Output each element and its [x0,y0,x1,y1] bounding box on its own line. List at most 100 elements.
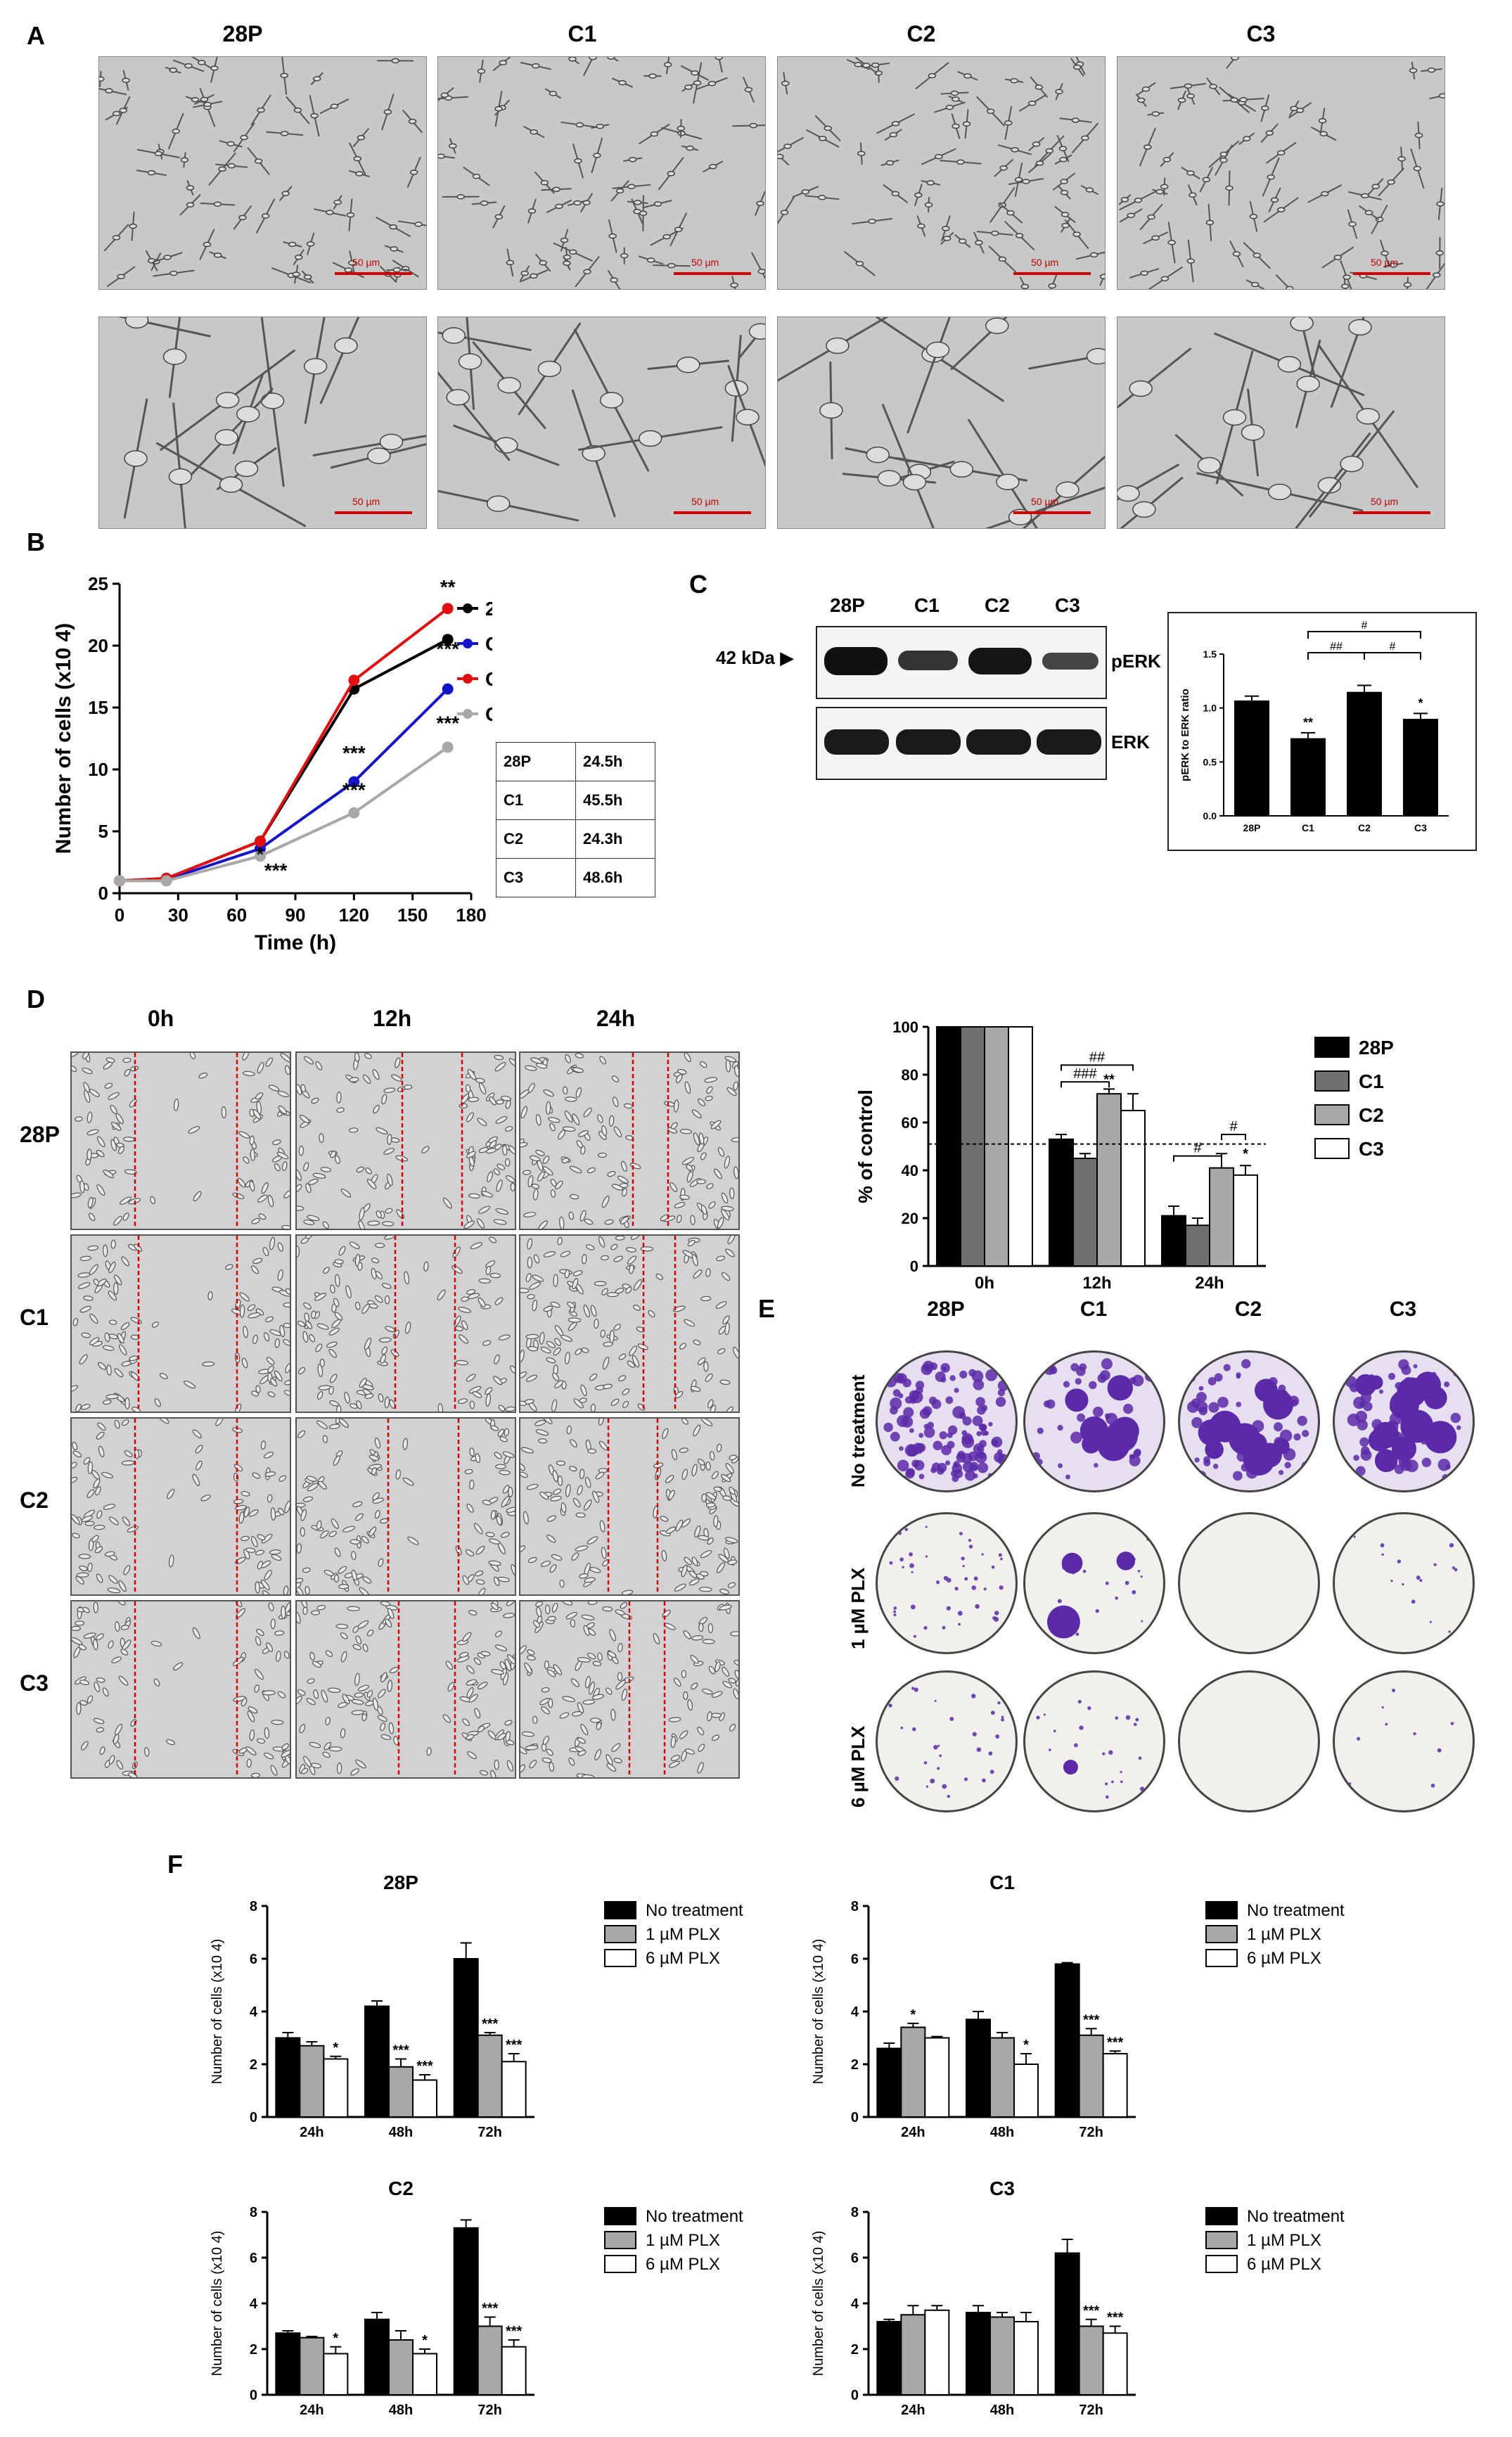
cell [111,1656,122,1664]
cell-body [576,122,583,127]
cell [476,1579,485,1585]
legend-label: No treatment [646,2207,743,2226]
colony [975,1604,980,1609]
cell [72,1053,79,1058]
cell [702,1688,713,1695]
cell [122,1213,130,1222]
legend-marker [463,709,473,719]
cell [597,1653,603,1661]
cell-body [1414,167,1421,171]
cell [520,1288,529,1293]
colony [977,1446,981,1450]
cell [252,1472,261,1480]
cell [510,1564,515,1578]
cell [733,125,765,127]
scale-label: 50 µm [691,496,719,507]
cell [281,1743,289,1751]
cell [316,1391,323,1400]
colony [1032,1452,1040,1460]
x-tick-label: 24h [901,2403,925,2418]
cell-body [570,250,577,254]
scale-bar [335,511,412,514]
cell [342,1525,356,1533]
colony [1456,1426,1461,1431]
cell-body [459,354,482,369]
cell [122,1516,132,1526]
cell-body [99,77,104,81]
cell [700,1549,712,1559]
cell [716,1255,725,1262]
y-tick-label: 4 [250,2004,258,2020]
x-tick-label: 48h [990,2125,1014,2140]
colony [1108,1750,1113,1754]
colony [1145,1371,1156,1382]
cell-body [227,141,234,146]
cell-body [335,338,357,353]
colony [964,1777,968,1781]
cell [349,1241,360,1250]
cell [520,1644,527,1656]
colony [1293,1433,1300,1440]
cell [96,1727,104,1733]
cell [622,1388,631,1396]
cell-body [1037,161,1044,165]
legend-swatch [605,2232,636,2249]
cell [699,1587,712,1592]
y-tick-label: 8 [851,2205,859,2220]
cell [113,1215,123,1227]
cell-body [1233,252,1240,256]
cell-body [506,260,513,264]
cell [458,1306,471,1313]
cell [279,1053,290,1063]
cell-body [305,359,327,374]
colony [895,1777,899,1781]
colony [984,1587,987,1590]
colony [1203,1459,1210,1466]
cell [283,1500,290,1513]
colony [924,1761,928,1765]
cell-body [1060,158,1067,162]
bar [413,2354,437,2396]
cell [254,1684,260,1693]
table-cell-line: C1 [496,781,576,820]
cell-body [1224,409,1246,425]
cell [113,1367,124,1378]
cell-body [1015,177,1022,181]
cell [108,1092,120,1101]
cell [613,1758,622,1764]
cell [388,1722,394,1734]
cell [89,1313,99,1324]
cell-body [569,57,576,61]
cell-body [915,193,922,197]
cell [473,1708,481,1719]
band [824,647,888,675]
bar [877,2322,901,2395]
cell-body [411,170,418,174]
colony [893,1606,897,1610]
cell [151,1640,162,1646]
colony [963,1565,965,1567]
bar [1121,1111,1145,1266]
cell [591,1404,596,1412]
cell-body [241,135,248,139]
colony [1036,1715,1039,1719]
cell [617,1643,623,1652]
cell-body [170,271,177,276]
cell [80,1741,89,1751]
legend-label: 1 µM PLX [646,2231,720,2250]
colony [935,1700,937,1702]
cell [633,1304,641,1311]
cell-body [126,317,148,328]
x-tick-label: 0 [115,904,124,926]
cell [125,1397,129,1409]
cell-body [663,235,670,239]
cell-body [1428,68,1435,72]
cell [722,1495,731,1501]
cell [594,1281,606,1286]
cell-body [715,57,722,60]
cell-body [228,164,235,168]
bar [990,2317,1014,2396]
colony [1001,1715,1004,1718]
cell [362,1644,369,1652]
